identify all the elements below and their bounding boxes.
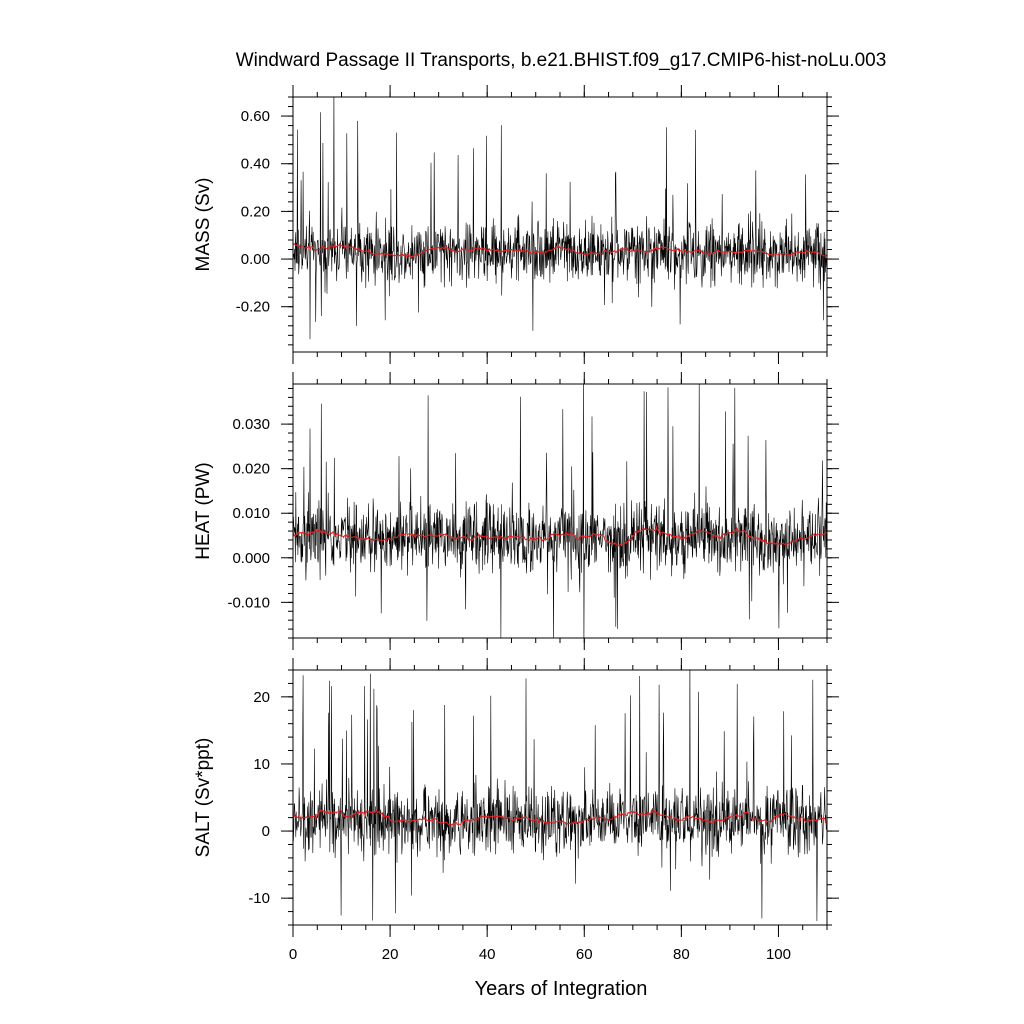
x-tick-label: 0 [289, 946, 297, 963]
y-tick-label: 0.20 [241, 203, 270, 220]
series-line-smoothed [293, 524, 827, 547]
y-tick-label: 10 [253, 756, 270, 773]
y-tick-label: 0.010 [232, 505, 270, 522]
y-tick-label: 0 [262, 823, 270, 840]
y-tick-label: 0.000 [232, 550, 270, 567]
series-group [293, 384, 827, 638]
y-tick-label: 0.030 [232, 416, 270, 433]
series-line-smoothed [293, 242, 827, 258]
y-tick-label: -10 [248, 890, 270, 907]
y-tick-label: -0.20 [236, 299, 270, 316]
y-tick-label: 0.60 [241, 108, 270, 125]
x-tick-label: 60 [576, 946, 593, 963]
series-group [293, 670, 827, 922]
series-line-raw [293, 384, 827, 638]
series-line-smoothed [293, 809, 827, 826]
y-axis-label: MASS (Sv) [193, 178, 214, 272]
x-tick-label: 100 [766, 946, 791, 963]
panel-3: -10 0 10 20 0 20 40 60 80 100 SALT (Sv*ppt) [193, 658, 839, 963]
x-tick-label: 80 [673, 946, 690, 963]
y-tick-label: 0.00 [241, 251, 270, 268]
x-tick-label: 20 [382, 946, 399, 963]
panel-2: -0.010 0.000 0.010 0.020 0.030 HEAT (PW) [193, 372, 839, 650]
panels: -0.20 0.00 0.20 0.40 0.60 MASS (Sv) -0.010 0.00… [193, 85, 839, 963]
series-group [293, 97, 827, 340]
x-axis-label: Years of Integration [475, 978, 648, 1000]
y-tick-label: -0.010 [227, 594, 270, 611]
x-tick-label: 40 [479, 946, 496, 963]
chart-title: Windward Passage II Transports, b.e21.BH… [236, 50, 887, 71]
panel-1: -0.20 0.00 0.20 0.40 0.60 MASS (Sv) [193, 85, 839, 364]
y-tick-label: 0.020 [232, 461, 270, 478]
series-line-raw [293, 97, 827, 340]
y-axis-label: HEAT (PW) [193, 462, 214, 559]
y-tick-label: 0.40 [241, 156, 270, 173]
y-tick-label: 20 [253, 689, 270, 706]
y-axis-label: SALT (Sv*ppt) [193, 738, 214, 858]
plot-frame [292, 96, 828, 353]
series-line-raw [293, 670, 827, 922]
